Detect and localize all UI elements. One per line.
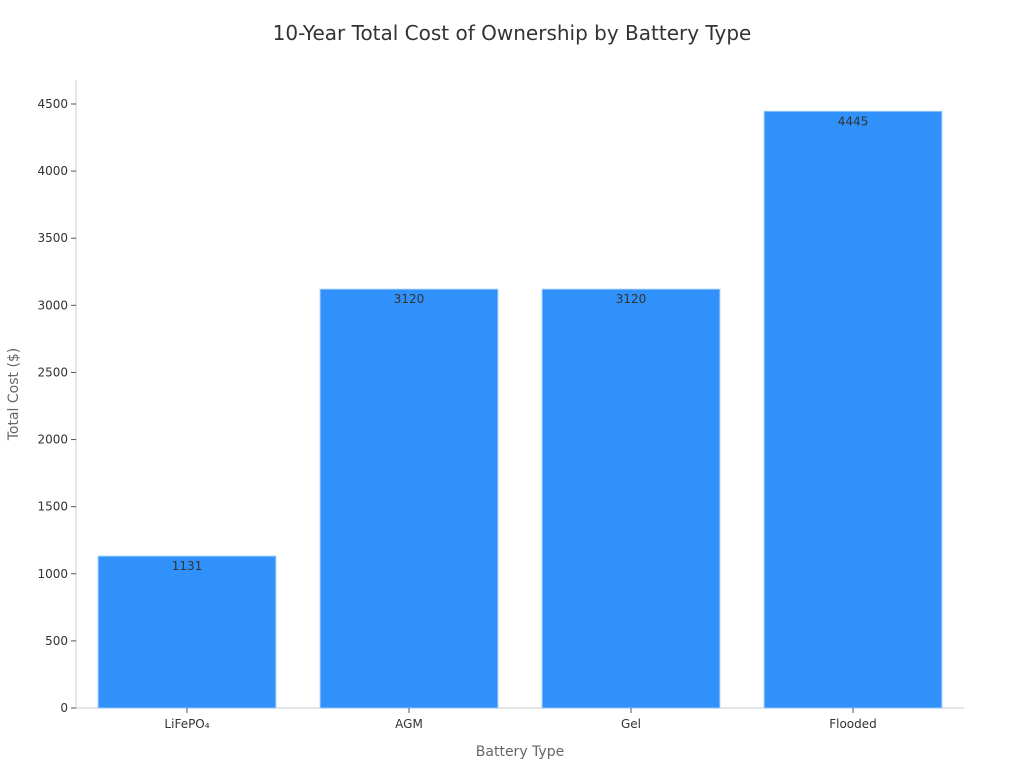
y-tick-label: 4000 — [37, 164, 68, 178]
y-tick-label: 3000 — [37, 298, 68, 312]
y-tick-label: 2000 — [37, 433, 68, 447]
y-tick-label: 500 — [45, 634, 68, 648]
y-tick-label: 2500 — [37, 365, 68, 379]
bar-3 — [541, 288, 721, 709]
y-tick-label: 4500 — [37, 97, 68, 111]
x-axis-label: Battery Type — [476, 744, 564, 760]
y-ticks-group: 0 500 1000 1500 2000 2500 3000 3500 4000 4500 — [37, 97, 76, 715]
x-tick-label: Gel — [621, 717, 641, 731]
y-tick-label: 3500 — [37, 231, 68, 245]
y-tick-label: 1500 — [37, 500, 68, 514]
x-tick-label: AGM — [395, 717, 423, 731]
y-axis-label: Total Cost ($) — [6, 348, 22, 442]
y-tick-label: 0 — [60, 701, 68, 715]
y-tick-label: 1000 — [37, 567, 68, 581]
data-label: 3120 — [394, 292, 425, 306]
bar-4 — [763, 110, 943, 709]
x-tick-label: LiFePO₄ — [164, 717, 209, 731]
chart-title: 10-Year Total Cost of Ownership by Batte… — [273, 21, 752, 45]
x-tick-label: Flooded — [829, 717, 877, 731]
data-label: 3120 — [616, 292, 647, 306]
bars-group: 1131 3120 3120 4445 — [97, 110, 943, 709]
bar-1 — [97, 555, 277, 709]
x-ticks-group: LiFePO₄ AGM Gel Flooded — [164, 708, 877, 731]
data-label: 1131 — [172, 559, 203, 573]
bar-2 — [319, 288, 499, 709]
data-label: 4445 — [838, 114, 869, 128]
